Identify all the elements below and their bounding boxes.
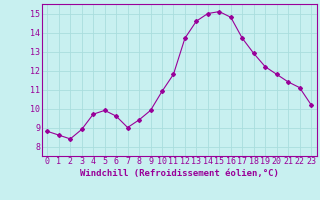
X-axis label: Windchill (Refroidissement éolien,°C): Windchill (Refroidissement éolien,°C) xyxy=(80,169,279,178)
